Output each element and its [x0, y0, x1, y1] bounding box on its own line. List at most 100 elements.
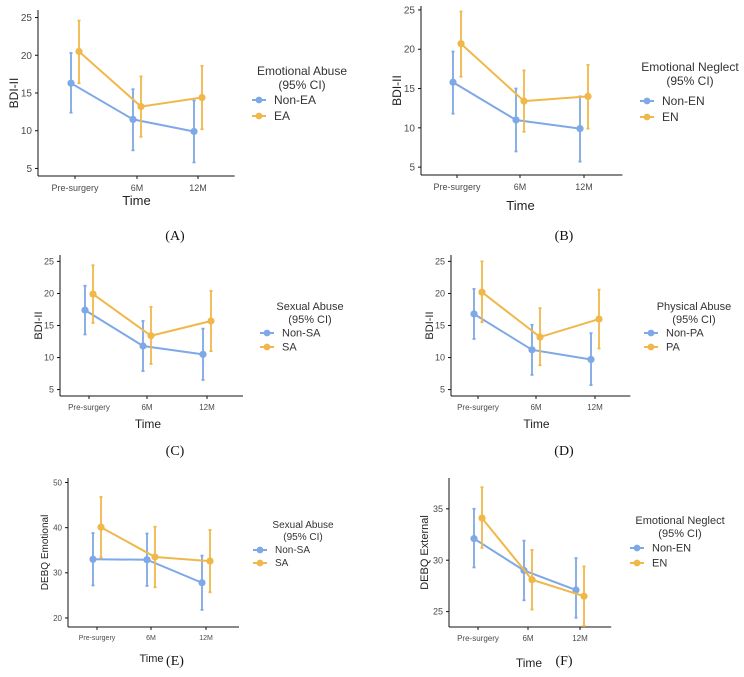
legend-label: Non-EA: [274, 93, 316, 107]
data-point: [520, 97, 528, 105]
y-tick-label: 5: [440, 385, 445, 395]
data-point: [75, 47, 83, 56]
legend-label: Non-EN: [652, 543, 691, 555]
y-tick-label: 15: [435, 321, 445, 331]
data-point: [457, 40, 465, 48]
y-axis-title: DEBQ Emotional: [40, 515, 51, 591]
legend-key-dot: [633, 559, 641, 567]
data-point: [143, 556, 151, 564]
y-axis-title: BDI-II: [7, 78, 21, 109]
y-axis-title: BDI-II: [424, 311, 436, 339]
data-point: [478, 288, 486, 296]
legend-title: Emotional Neglect (95% CI): [641, 60, 739, 88]
legend-label: Non-EN: [662, 94, 705, 108]
y-tick-label: 35: [433, 504, 443, 514]
data-point: [81, 306, 89, 314]
data-point: [151, 553, 159, 561]
x-tick-label: 12M: [189, 183, 207, 193]
legend-label: EN: [662, 110, 679, 124]
legend: Sexual Abuse (95% CI) Non-SA SA: [260, 301, 344, 354]
y-tick-label: 25: [435, 257, 445, 267]
y-tick-label: 5: [26, 164, 32, 175]
y-tick-label: 20: [435, 289, 445, 299]
y-tick-label: 10: [435, 353, 445, 363]
y-tick-label: 25: [21, 13, 33, 24]
data-point: [512, 116, 520, 124]
chart-panel-4: 5 10 15 20 25 Pre-surgery 6M 12M Time BDI-II Physi…: [424, 255, 731, 459]
x-tick-label: 12M: [572, 634, 588, 643]
data-point: [536, 333, 544, 341]
x-tick-label: 6M: [522, 634, 533, 643]
legend-key-dot: [633, 544, 641, 552]
legend: Emotional Neglect (95% CI) Non-EN EN: [630, 515, 725, 570]
legend-title-line: Physical Abuse: [657, 301, 732, 313]
legend-label: EA: [274, 109, 290, 123]
y-tick-label: 20: [404, 45, 416, 56]
y-tick-label: 5: [409, 163, 415, 174]
panel-label: (C): [166, 444, 185, 459]
y-tick-label: 40: [53, 523, 62, 532]
data-point: [584, 92, 592, 100]
panel-label: (B): [555, 229, 574, 244]
legend-label: Non-PA: [666, 328, 704, 340]
y-axis-title: DEBQ External: [419, 515, 431, 590]
data-point: [137, 102, 145, 111]
x-tick-label: 12M: [575, 182, 593, 192]
x-tick-label: 12M: [199, 635, 213, 642]
data-point: [97, 523, 105, 531]
legend: Emotional Abuse (95% CI)Non-EA EA: [252, 64, 347, 123]
x-tick-label: Pre-surgery: [68, 403, 110, 412]
legend-key-dot: [647, 343, 655, 351]
series-non-sa: [81, 284, 207, 381]
legend-key-dot: [256, 559, 264, 567]
legend-title-line: (95% CI): [666, 74, 713, 88]
legend-label: SA: [282, 342, 297, 354]
legend-key-dot: [647, 329, 655, 337]
legend-title: Physical Abuse (95% CI): [657, 301, 732, 326]
legend-title-line: Emotional Neglect: [635, 515, 724, 527]
panel-label: (A): [165, 229, 185, 244]
y-tick-label: 15: [21, 89, 33, 100]
data-point: [129, 115, 137, 124]
x-axis-title: Time: [139, 653, 163, 665]
data-point: [587, 355, 595, 364]
legend-title-line: (95% CI): [278, 78, 325, 92]
series-sa: [97, 496, 214, 594]
series-en: [478, 486, 588, 627]
data-point: [206, 557, 214, 565]
legend-title-line: Emotional Neglect: [641, 60, 739, 74]
x-tick-label: 12M: [199, 403, 215, 412]
legend: Physical Abuse (95% CI) Non-PA PA: [644, 301, 731, 354]
series-en: [457, 10, 592, 133]
data-point: [470, 310, 478, 318]
legend-title-line: (95% CI): [672, 314, 715, 326]
legend-title-line: Emotional Abuse: [257, 64, 347, 78]
y-tick-label: 15: [44, 321, 54, 331]
chart-panel-2: 5 10 15 20 25 Pre-surgery 6M 12M Time BDI-II Emoti…: [390, 5, 739, 244]
series-line: [473, 537, 577, 591]
y-tick-label: 25: [44, 257, 54, 267]
panel-label: (E): [166, 654, 184, 669]
legend-key-dot: [263, 329, 271, 337]
data-point: [147, 332, 155, 340]
legend-title-line: (95% CI): [658, 528, 701, 540]
x-axis-title: Time: [516, 656, 543, 670]
legend-label: Non-SA: [275, 545, 310, 556]
legend-title-line: (95% CI): [283, 532, 322, 543]
panel-label: (F): [555, 654, 572, 669]
data-point: [478, 514, 486, 522]
x-tick-label: 6M: [530, 403, 541, 412]
legend-label: Non-SA: [282, 328, 321, 340]
x-tick-label: Pre-surgery: [79, 635, 116, 642]
legend-label: EN: [652, 558, 667, 570]
series-line: [481, 517, 585, 598]
y-tick-label: 20: [44, 289, 54, 299]
legend-title: Sexual Abuse (95% CI): [276, 301, 343, 326]
chart-panel-5: 20 30 40 50 Pre-surgery 6M 12M Time DEBQ Emotion…: [40, 478, 334, 669]
data-point: [572, 586, 580, 594]
data-point: [198, 93, 206, 102]
series-sa: [89, 264, 215, 365]
x-tick-label: Pre-surgery: [51, 183, 99, 193]
legend-label: PA: [666, 342, 681, 354]
